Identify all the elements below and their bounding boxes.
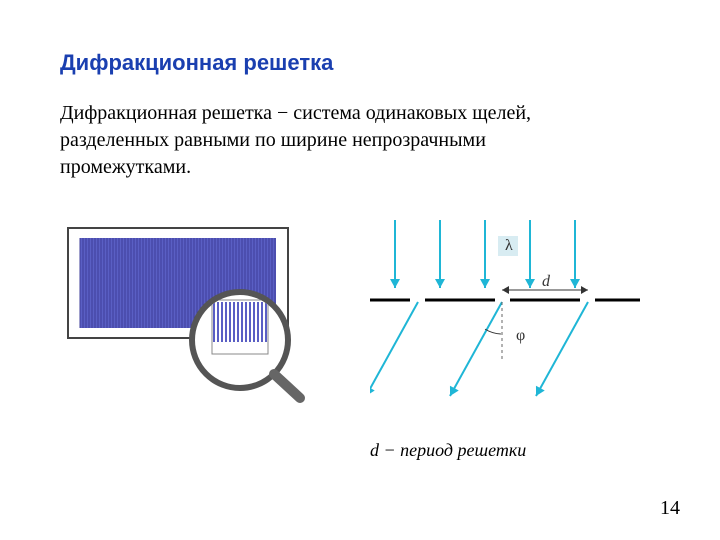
definition-paragraph: Дифракционная решетка − система одинаков… <box>60 100 620 181</box>
svg-text:d: d <box>542 273 551 290</box>
grating-with-magnifier-figure <box>60 220 320 400</box>
page-title: Дифракционная решетка <box>60 50 333 76</box>
svg-text:λ: λ <box>505 237 513 254</box>
diffraction-rays-figure: d λ φ <box>370 210 660 410</box>
page-number: 14 <box>660 497 680 520</box>
period-caption: d − период решетки <box>370 440 526 461</box>
svg-text:φ: φ <box>516 327 525 344</box>
figure-row: d λ φ <box>60 210 660 440</box>
